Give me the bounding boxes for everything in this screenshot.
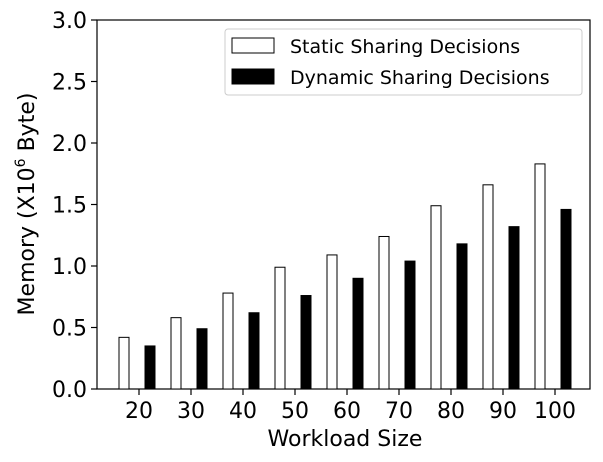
bar-dynamic-60: [352, 277, 364, 390]
legend-label-dynamic: Dynamic Sharing Decisions: [290, 67, 550, 89]
bar-static-40: [222, 292, 234, 390]
x-tick-label: 80: [437, 399, 465, 424]
bar-static-30: [170, 317, 182, 390]
bar-dynamic-50: [300, 295, 312, 390]
bar-dynamic-80: [456, 243, 468, 390]
bar-dynamic-100: [560, 208, 572, 390]
legend-swatch-static: [231, 37, 275, 54]
y-tick-label: 1.0: [52, 255, 87, 280]
x-tick-label: 30: [177, 399, 205, 424]
y-tick-label: 0.0: [52, 378, 87, 403]
bar-dynamic-70: [404, 260, 416, 390]
y-tick-label: 1.5: [52, 194, 87, 219]
x-tick-label: 20: [125, 399, 153, 424]
x-axis-ticks: 20 30 40 50 60 70 80 90 100: [125, 389, 576, 424]
bar-dynamic-40: [248, 312, 260, 390]
x-tick-label: 100: [534, 399, 576, 424]
bar-static-20: [118, 336, 130, 390]
bar-static-80: [430, 205, 442, 390]
bar-static-70: [378, 235, 390, 390]
y-axis-label-suffix: Byte): [15, 93, 40, 159]
y-axis-ticks: 0.0 0.5 1.0 1.5 2.0 2.5 3.0: [52, 9, 97, 403]
legend-frame: [224, 28, 583, 96]
y-axis-label-prefix: Memory (X10: [15, 167, 40, 315]
bar-dynamic-90: [508, 226, 520, 390]
y-tick-label: 0.5: [52, 317, 87, 342]
bar-dynamic-30: [196, 328, 208, 390]
bar-dynamic-20: [144, 345, 156, 390]
legend-swatch-dynamic: [231, 68, 275, 85]
y-axis-label: Memory (X106 Byte): [13, 93, 40, 316]
bar-static-90: [482, 184, 494, 390]
y-axis-label-exponent: 6: [13, 158, 29, 167]
bar-marks: [118, 163, 572, 390]
y-tick-label: 2.0: [52, 132, 87, 157]
bar-static-50: [274, 266, 286, 390]
legend-label-static: Static Sharing Decisions: [290, 36, 520, 58]
x-tick-label: 40: [229, 399, 257, 424]
legend: Static Sharing Decisions Dynamic Sharing…: [224, 28, 583, 96]
x-axis-label: Workload Size: [268, 427, 423, 452]
bar-static-100: [534, 163, 546, 390]
y-tick-label: 2.5: [52, 71, 87, 96]
bar-static-60: [326, 254, 338, 390]
x-tick-label: 60: [333, 399, 361, 424]
x-tick-label: 70: [385, 399, 413, 424]
x-tick-label: 50: [281, 399, 309, 424]
y-tick-label: 3.0: [52, 9, 87, 34]
x-tick-label: 90: [489, 399, 517, 424]
